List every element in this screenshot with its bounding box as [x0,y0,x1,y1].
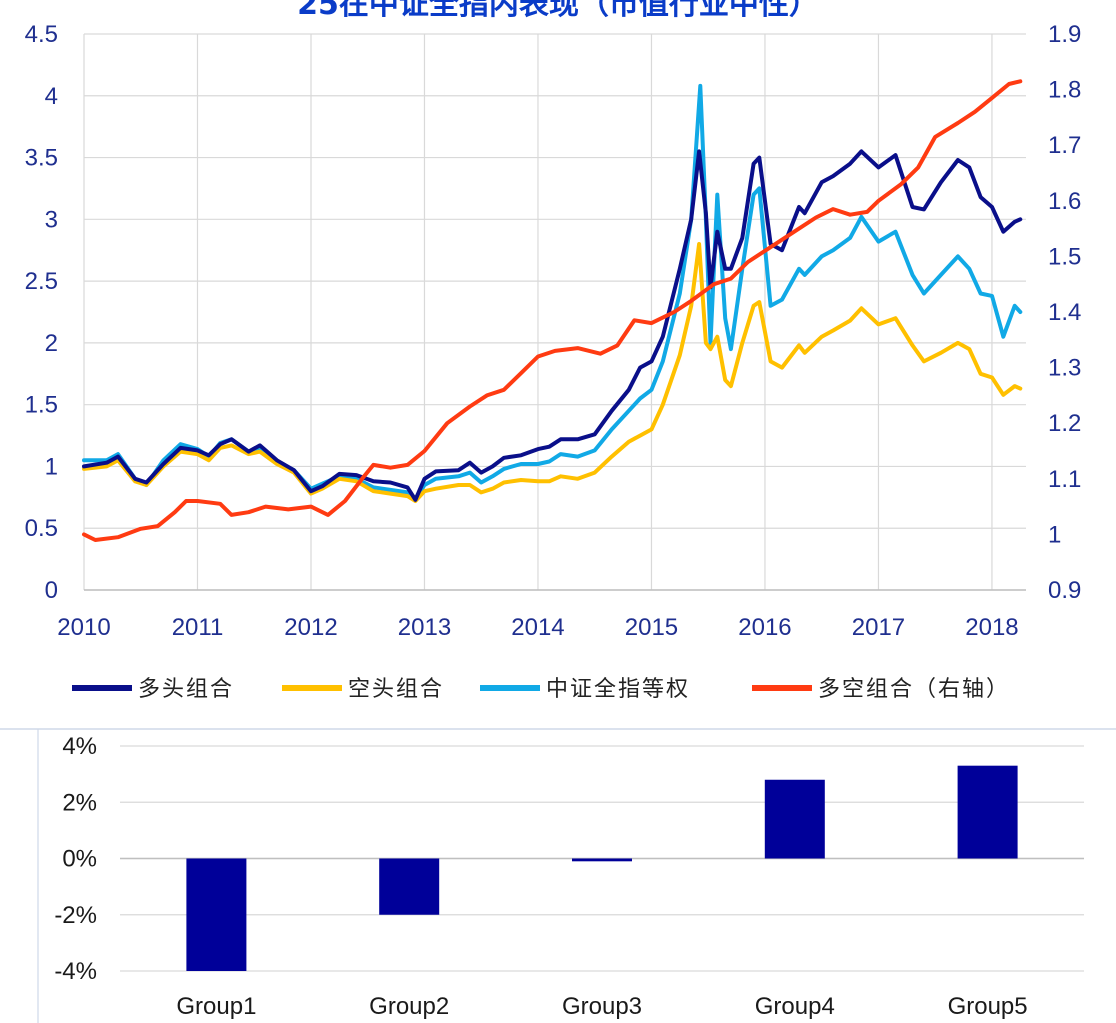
bar-category-label: Group2 [369,993,449,1020]
y-left-tick-label: 0 [45,577,58,604]
x-tick-label: 2011 [172,614,224,641]
line-chart-grid [83,33,1026,591]
x-tick-label: 2012 [284,614,337,641]
line-chart-axes: 0 0.5 1 1.5 2 2.5 3 3.5 4 4.5 0.9 1 1.1 1.2 1.3 1.4 1.5 1… [25,21,1082,641]
y-left-tick-label: 3 [45,206,58,233]
bar-category-label: Group3 [562,993,642,1020]
y-right-tick-label: 1.5 [1048,243,1081,270]
bar-y-tick-label: 4% [62,733,97,760]
x-tick-label: 2015 [625,614,678,641]
legend-label-index: 中证全指等权 [546,677,690,702]
series-line-long [82,149,1023,502]
y-left-tick-label: 4.5 [25,21,58,48]
bar-group4 [764,779,825,859]
bar-y-tick-label: -4% [54,958,97,985]
series-line-index [82,83,1023,501]
y-right-tick-label: 1.7 [1048,132,1081,159]
y-right-tick-label: 0.9 [1048,577,1081,604]
y-right-tick-label: 1.3 [1048,355,1081,382]
series-line-longshort [82,79,1023,542]
y-left-tick-label: 2 [45,330,58,357]
legend-label-longshort: 多空组合（右轴） [818,677,1010,702]
legend-label-short: 空头组合 [348,677,444,702]
y-left-tick-label: 3.5 [25,145,58,172]
x-tick-label: 2013 [398,614,451,641]
y-right-tick-label: 1.2 [1048,410,1081,437]
bar-chart-axes: -4% -2% 0% 2% 4% Group1 Group2 Group3 Group4 Grou… [37,729,1084,1023]
y-right-tick-label: 1 [1048,521,1061,548]
bar-y-tick-label: 2% [62,789,97,816]
x-tick-label: 2018 [965,614,1018,641]
legend-label-long: 多头组合 [138,677,234,702]
series-line-short [82,242,1023,503]
bar-category-label: Group1 [176,993,256,1020]
y-left-tick-label: 2.5 [25,268,58,295]
y-left-tick-label: 0.5 [25,515,58,542]
x-tick-label: 2017 [852,614,905,641]
bar-y-tick-label: 0% [62,846,97,873]
y-right-tick-label: 1.1 [1048,466,1081,493]
chart-title: 25在中证全指内表现（市值行业中性） [297,0,819,22]
y-right-tick-label: 1.8 [1048,77,1081,104]
x-tick-label: 2016 [738,614,791,641]
y-right-tick-label: 1.4 [1048,299,1081,326]
y-left-tick-label: 4 [45,83,58,110]
x-tick-label: 2010 [57,614,110,641]
bar-chart-bars [186,765,1018,971]
bar-group5 [957,765,1018,859]
line-chart-legend: 多头组合 空头组合 中证全指等权 多空组合（右轴） [72,677,1010,702]
bar-group3 [572,858,632,862]
y-left-tick-label: 1.5 [25,392,58,419]
bar-category-label: Group4 [755,993,835,1020]
y-right-tick-label: 1.6 [1048,188,1081,215]
bar-group1 [186,858,247,971]
y-left-tick-label: 1 [45,453,58,480]
bar-group2 [379,858,440,915]
line-chart-series [82,79,1023,542]
y-right-tick-label: 1.9 [1048,21,1081,48]
x-tick-label: 2014 [511,614,564,641]
bar-category-label: Group5 [948,993,1028,1020]
bar-y-tick-label: -2% [54,902,97,929]
